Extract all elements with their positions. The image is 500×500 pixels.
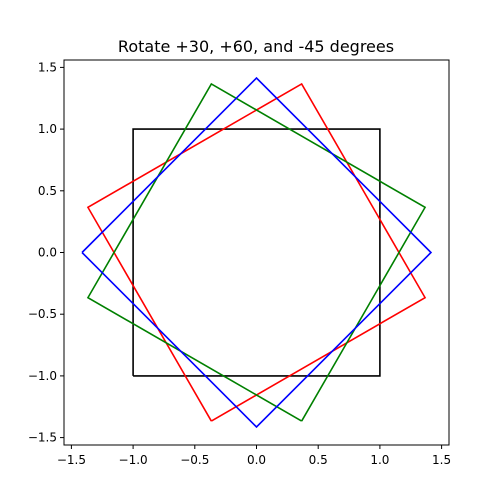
square-rotated-45-line (81, 76, 433, 429)
plot-frame (63, 59, 450, 446)
x-tick-label: −1.0 (119, 453, 148, 467)
y-tick-label: −0.5 (28, 307, 57, 321)
square-rotated-30-line (86, 82, 427, 422)
y-axis-ticks: −1.5 −1.0 −0.5 0.0 0.5 1.0 1.5 (28, 60, 64, 445)
square-original-line (132, 128, 381, 377)
x-axis-ticks: −1.5 −1.0 −0.5 0.0 0.5 1.0 1.5 (57, 445, 451, 467)
x-tick-label: 1.5 (432, 453, 451, 467)
x-tick-label: −1.5 (57, 453, 86, 467)
x-tick-label: 0.5 (309, 453, 328, 467)
y-tick-label: −1.5 (28, 431, 57, 445)
y-tick-label: 1.0 (38, 122, 57, 136)
x-tick-label: 1.0 (370, 453, 389, 467)
square-rotated-60-line (86, 82, 427, 422)
x-tick-label: −0.5 (180, 453, 209, 467)
y-tick-label: −1.0 (28, 369, 57, 383)
y-tick-label: 0.0 (38, 246, 57, 260)
x-tick-label: 0.0 (247, 453, 266, 467)
chart-title: Rotate +30, +60, and -45 degrees (118, 37, 394, 56)
series-layer (81, 76, 433, 429)
y-tick-label: 0.5 (38, 184, 57, 198)
y-tick-label: 1.5 (38, 60, 57, 74)
